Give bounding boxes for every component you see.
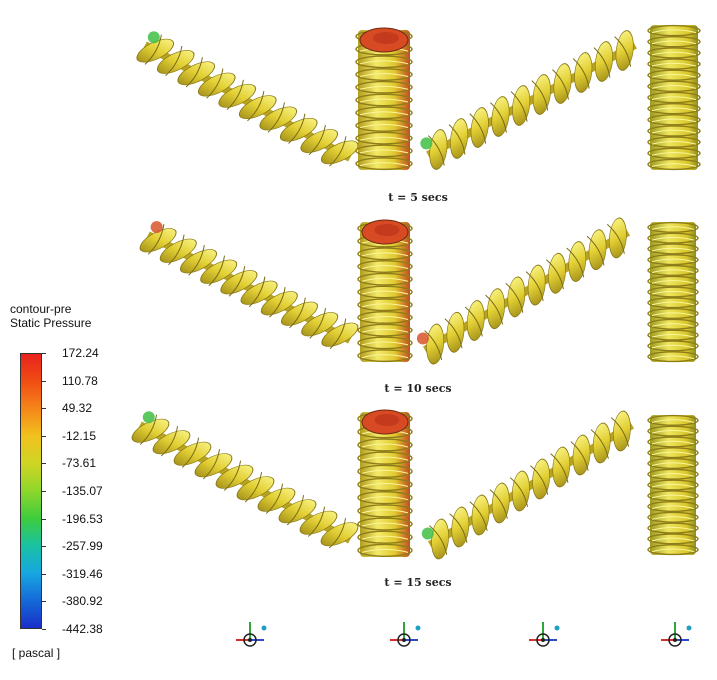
legend-title-line2: Static Pressure [10,316,92,330]
screw-row3-end [647,414,699,556]
screw-row3-left [131,411,359,549]
legend-tick-mark [42,380,46,382]
screw-row1-right [420,30,637,170]
time-label-5s: t = 5 secs [388,191,448,204]
legend-tick-mark [42,353,46,354]
legend-tick-mark [42,435,46,437]
screw-row2-end [647,221,699,363]
axis-triad-1 [236,622,267,647]
legend-tick-mark [42,518,46,520]
legend-tick-mark [42,463,46,465]
screw-row2-col [357,219,413,363]
screw-row3-right [421,410,635,560]
legend-tick-mark [42,491,46,492]
axis-triad-4 [661,622,692,647]
legend-tick-label: 110.78 [62,373,98,388]
axis-triad-2 [390,622,421,647]
legend-tick-mark [42,573,46,575]
legend-tick-label: 172.24 [62,346,99,360]
legend-title: contour-pre Static Pressure [10,302,91,330]
legend-tick-label: -257.99 [62,539,103,554]
legend-tick-label: 49.32 [62,401,93,416]
screw-row3-col [357,409,413,558]
legend-tick-label: -135.07 [62,484,103,498]
legend-tick-label: -73.61 [62,456,97,471]
legend-unit: [ pascal ] [12,646,61,660]
legend-tick-label: -442.38 [62,622,103,636]
legend-tick-mark [42,408,46,410]
time-label-10s: t = 10 secs [384,382,452,395]
axis-triad-3 [529,622,560,647]
screw-row2-left [139,221,359,350]
color-bar [20,353,42,629]
screw-row1-left [136,31,359,167]
legend-title-line1: contour-pre [10,302,72,316]
legend-tick-label: -12.15 [62,428,97,443]
legend-tick-label: -319.46 [62,566,103,581]
legend-tick-mark [42,601,46,603]
legend-tick-mark [42,546,46,548]
legend-tick-label: -380.92 [62,594,103,609]
legend-tick-label: -196.53 [62,511,103,526]
time-label-15s: t = 15 secs [384,576,452,589]
screw-row1-end [647,24,701,171]
legend-tick-mark [42,629,46,630]
screw-row2-right [416,217,631,365]
screw-row1-col [355,27,413,171]
